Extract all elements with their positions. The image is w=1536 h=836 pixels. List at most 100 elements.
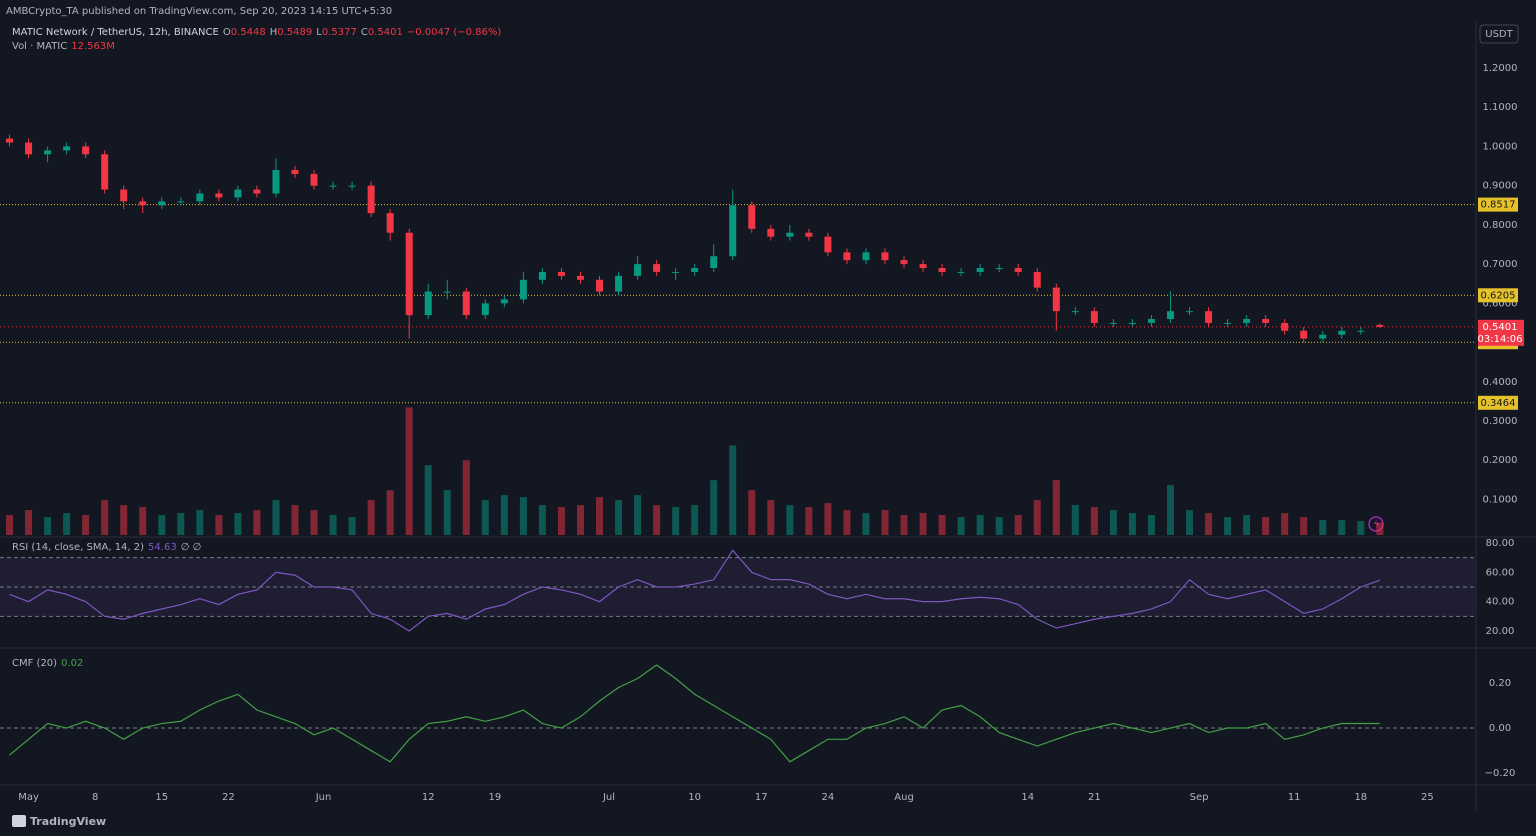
candle-body [481,303,489,316]
candle-body [1357,330,1365,332]
x-tick-label: 22 [222,792,235,803]
candle-body [234,189,242,198]
candle-body [139,201,147,206]
candle-body [177,201,185,203]
volume-bar [1338,520,1346,535]
candle-body [253,189,261,194]
volume-bar [25,510,33,535]
volume-bar [1166,485,1174,535]
volume-bar [1319,520,1327,535]
cmf-value: 0.02 [61,658,84,669]
x-tick-label: 18 [1354,792,1367,803]
x-tick-label: 8 [92,792,98,803]
candle-body [919,264,927,269]
y-tick-label: 0.00 [1489,723,1511,734]
volume-bar [234,513,242,535]
candle-body [1205,311,1213,323]
volume-bar [101,500,109,535]
candle-body [634,264,642,276]
last-price-box [1478,319,1524,346]
x-tick-label: 15 [155,792,168,803]
volume-bar [1186,510,1194,535]
volume-bar [938,515,946,535]
volume-bar [481,500,489,535]
candle-body [348,185,356,187]
y-tick-label: 0.4000 [1483,377,1518,388]
volume-bar [177,513,185,535]
candle-body [729,205,737,257]
candle-body [500,299,508,304]
candle-body [424,291,432,316]
candle-body [158,201,166,206]
volume-bar [1376,522,1384,535]
x-tick-label: Jun [315,792,332,803]
x-tick-label: Aug [894,792,914,803]
ohlc: H0.5489 [270,27,313,38]
last-price: 0.5401 [1483,322,1518,333]
ohlc-label: C [360,27,368,38]
volume-bar [1224,517,1232,535]
level-label-box [1478,395,1518,410]
price-legend: MATIC Network / TetherUS, 12h, BINANCE O… [12,27,501,38]
volume-bar [82,515,90,535]
volume-bar [500,495,508,535]
volume-bar [348,517,356,535]
candle-body [1262,319,1270,323]
x-tick-label: Sep [1190,792,1209,803]
candle-body [615,275,623,292]
header: AMBCrypto_TA published on TradingView.co… [6,6,392,17]
y-tick-label: 0.2000 [1483,455,1518,466]
candle-body [805,232,813,237]
y-tick-label: 1.0000 [1483,141,1518,152]
y-tick-label: 60.00 [1486,567,1515,578]
x-tick-label: 12 [422,792,435,803]
candle-body [900,260,908,265]
candle-body [215,193,223,198]
volume-bar [1014,515,1022,535]
candle-body [101,154,109,190]
volume-bar [786,505,794,535]
candle-body [1376,324,1384,327]
indicator-line [9,664,1380,763]
y-tick-label: 20.00 [1486,626,1515,637]
candle-body [443,291,451,293]
volume-bar [653,505,661,535]
ohlc: L0.5377 [316,27,357,38]
x-tick-label: 21 [1088,792,1101,803]
candle-body [691,268,699,272]
candle-body [1109,322,1117,324]
candle-body [938,268,946,272]
currency-box[interactable] [1479,24,1519,44]
volume-bar [843,510,851,535]
candle-body [1014,268,1022,272]
volume-bar [710,480,718,535]
volume-bar [1300,517,1308,535]
candle-body [710,256,718,269]
volume-bar [215,515,223,535]
candle-body [44,150,52,155]
volume-bar [44,517,52,535]
candle-body [881,252,889,261]
candle-body [653,264,661,272]
volume-bar [120,505,128,535]
close-value: 0.5401 [367,27,403,38]
volume-bar [1128,513,1136,535]
x-tick-label: 25 [1421,792,1434,803]
candle-body [824,236,832,253]
candle-body [576,275,584,280]
candle-body [557,271,565,276]
candle-body [1300,330,1308,339]
level-label: 0.6205 [1481,290,1516,301]
candle-body [672,271,680,273]
volume-bar [691,505,699,535]
volume-bar [767,500,775,535]
volume-bar [329,515,337,535]
candle-body [196,193,204,202]
volume-bar [1357,521,1365,535]
candle-body [1128,322,1136,324]
x-tick-label: 17 [755,792,768,803]
candle-body [329,185,337,187]
y-tick-label: −0.20 [1485,768,1516,779]
